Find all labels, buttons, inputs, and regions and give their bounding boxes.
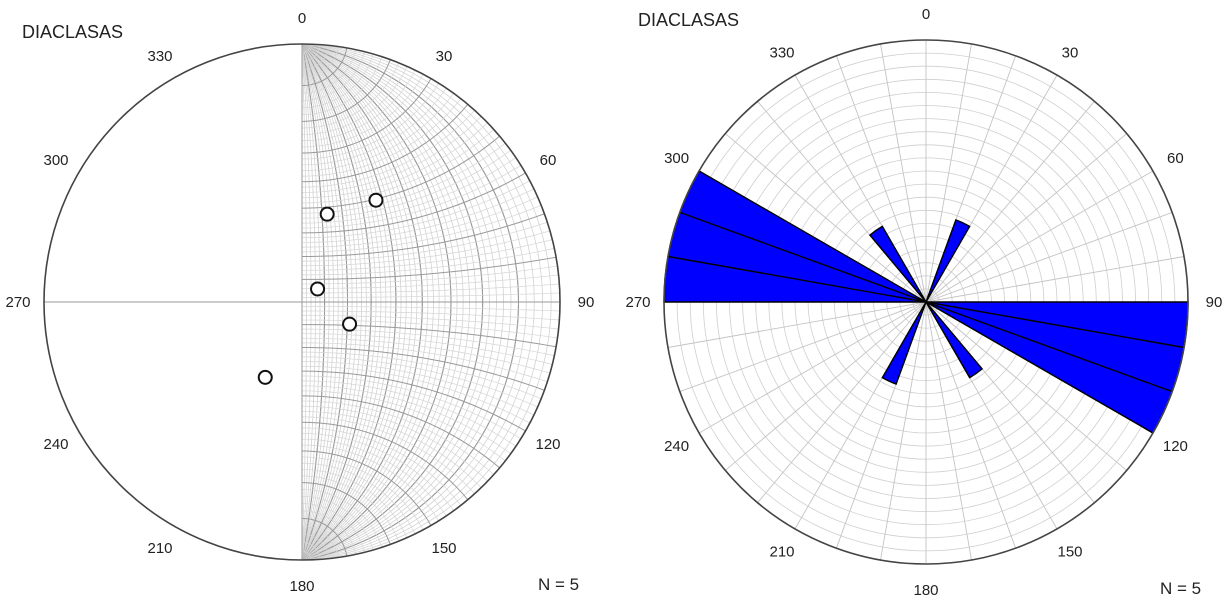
rose-grid-spoke xyxy=(880,43,927,303)
angle-label-300: 300 xyxy=(43,152,68,169)
rose-count-label: N = 5 xyxy=(1160,579,1201,598)
rose-grid-spoke xyxy=(698,301,927,434)
rose-angle-label-240: 240 xyxy=(664,438,689,455)
rose-petal-divider xyxy=(679,211,927,303)
angle-label-120: 120 xyxy=(535,436,560,453)
rose-angle-label-60: 60 xyxy=(1167,150,1184,167)
pole-marker-4 xyxy=(342,316,358,332)
rose-angle-label-120: 120 xyxy=(1163,438,1188,455)
rose-grid-spoke xyxy=(925,170,1154,303)
stereonet-chart: 0 30 60 90 120 150 180 210 240 270 300 330 DIACLASAS… xyxy=(5,10,594,595)
stereonet-primitive-circle xyxy=(43,43,561,561)
rose-grid-spoke xyxy=(925,301,972,561)
rose-grid-spoke xyxy=(925,43,972,303)
angle-label-210: 210 xyxy=(147,540,172,557)
rose-angle-label-180: 180 xyxy=(913,582,938,599)
rose-petal-200-210 xyxy=(881,301,927,385)
rose-diagram-chart: 0 30 60 90 120 150 180 210 240 270 300 330 DIACLASAS… xyxy=(625,6,1222,599)
rose-outer-circle xyxy=(663,39,1189,565)
angle-label-270: 270 xyxy=(5,294,30,311)
rose-angle-label-0: 0 xyxy=(922,6,930,23)
rose-petal-divider xyxy=(925,301,1185,349)
angle-label-30: 30 xyxy=(436,48,453,65)
rose-grid-spoke xyxy=(835,55,927,303)
rose-angle-label-150: 150 xyxy=(1057,543,1082,560)
rose-petal-divider xyxy=(667,255,927,303)
rose-angle-label-270: 270 xyxy=(625,294,650,311)
angle-label-0: 0 xyxy=(298,10,306,27)
rose-angle-label-300: 300 xyxy=(664,150,689,167)
stereonet-title: DIACLASAS xyxy=(22,22,123,42)
rose-grid-spoke xyxy=(679,301,927,393)
rose-grid-spoke xyxy=(725,301,927,471)
angle-label-90: 90 xyxy=(578,294,595,311)
rose-grid-spoke xyxy=(925,133,1127,303)
rose-petal-divider xyxy=(925,301,1173,393)
rose-grid-spoke xyxy=(925,101,1095,303)
rose-angle-label-30: 30 xyxy=(1062,45,1079,62)
rose-grid-spoke xyxy=(925,211,1173,303)
rose-grid-spoke xyxy=(725,133,927,303)
pole-marker-5 xyxy=(257,369,273,385)
rose-petal-20-30 xyxy=(925,219,971,303)
rose-angle-label-330: 330 xyxy=(769,45,794,62)
pole-marker-1 xyxy=(319,206,335,222)
angle-label-60: 60 xyxy=(540,152,557,169)
angle-label-330: 330 xyxy=(147,48,172,65)
rose-grid-spoke xyxy=(925,256,1185,303)
rose-petal-140-150 xyxy=(925,301,984,379)
rose-grid-spoke xyxy=(925,301,1017,549)
rose-angle-label-210: 210 xyxy=(769,543,794,560)
rose-grid-spoke xyxy=(667,301,927,348)
rose-grid-spoke xyxy=(925,301,1127,471)
rose-angle-label-90: 90 xyxy=(1206,294,1223,311)
pole-marker-2 xyxy=(368,192,384,208)
rose-title: DIACLASAS xyxy=(638,10,739,30)
rose-petal-320-330 xyxy=(868,225,927,303)
pole-marker-3 xyxy=(310,281,326,297)
angle-label-180: 180 xyxy=(289,578,314,595)
stereonet-count-label: N = 5 xyxy=(538,575,579,594)
rose-grid-spoke xyxy=(880,301,927,561)
angle-label-240: 240 xyxy=(43,436,68,453)
angle-label-150: 150 xyxy=(431,540,456,557)
rose-grid-spoke xyxy=(757,301,927,503)
